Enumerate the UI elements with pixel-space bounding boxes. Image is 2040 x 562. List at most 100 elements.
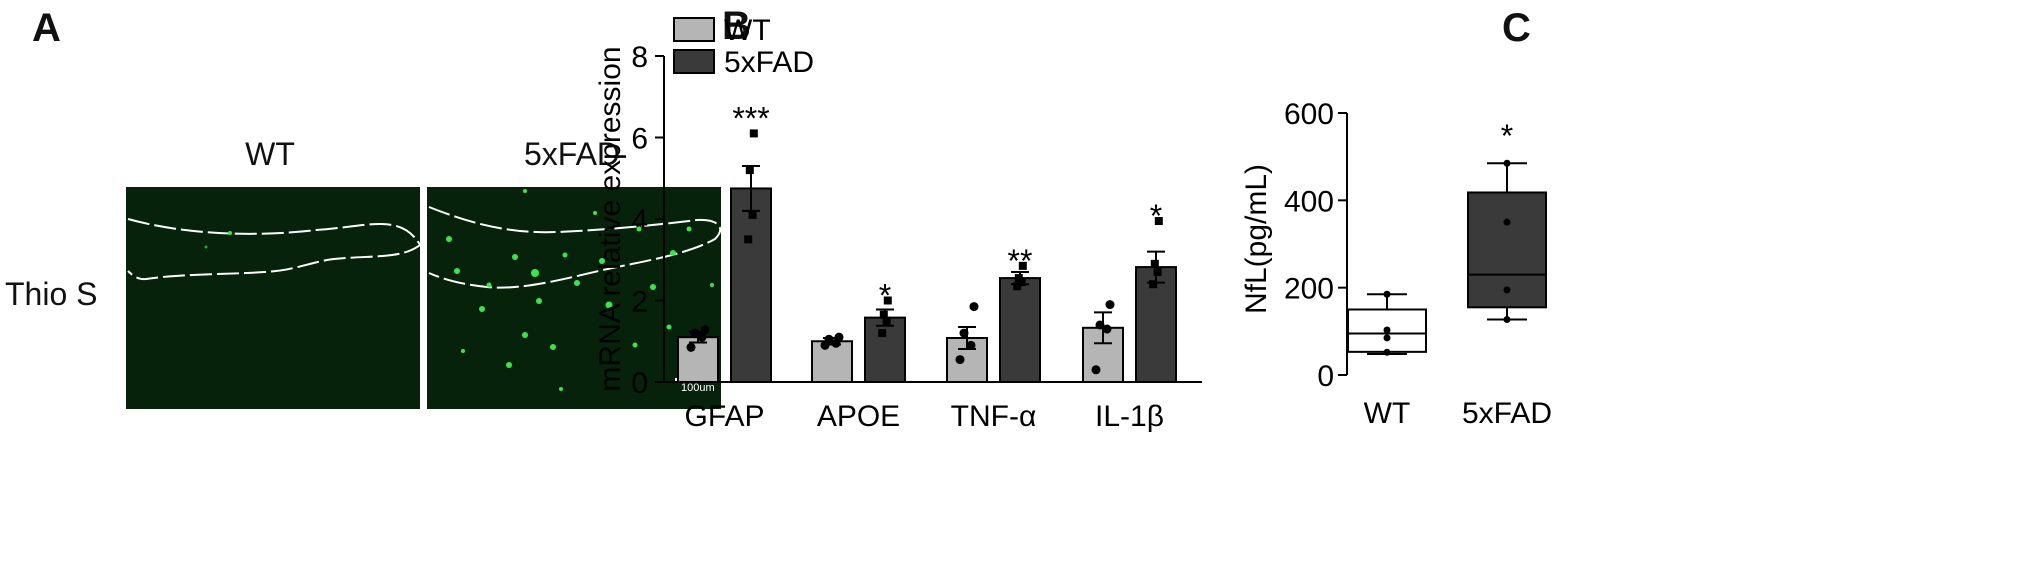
significance-marker: ***	[732, 100, 769, 136]
plaque-dot	[650, 284, 656, 290]
x-tick-label: 5xFAD	[1462, 397, 1552, 430]
data-point	[1017, 278, 1026, 287]
data-point	[686, 342, 696, 352]
5xfad-image-title: 5xFAD	[523, 136, 621, 172]
data-point	[697, 332, 707, 342]
hippocampus-outline	[127, 218, 420, 281]
data-point	[745, 166, 754, 175]
y-axis-title: mRNA relative expression	[594, 46, 627, 391]
y-tick-label: 6	[631, 123, 648, 156]
plaque-dot	[666, 324, 672, 330]
nfl-box-chart: 0 200 400 600 NfL(pg/mL) WT 5xFAD *	[1240, 98, 1552, 430]
plaque-dot	[512, 254, 518, 260]
data-point	[1503, 218, 1511, 226]
legend-label-5xfad: 5xFAD	[724, 46, 814, 79]
data-point	[824, 334, 834, 344]
data-point	[744, 235, 753, 244]
data-point	[959, 328, 969, 338]
x-tick-label: TNF-α	[951, 400, 1037, 433]
y-tick-label: 200	[1284, 273, 1334, 306]
data-point	[966, 340, 976, 350]
y-tick-label: 0	[1317, 360, 1334, 393]
data-point	[1018, 261, 1027, 270]
plaque-dot	[454, 268, 460, 274]
bar-5xfad	[999, 277, 1041, 383]
data-point	[955, 355, 965, 365]
plaque-dot	[550, 344, 556, 350]
scale-bar-label: 100um	[681, 382, 715, 394]
plaque-dot	[599, 258, 605, 264]
significance-marker: **	[1008, 243, 1033, 279]
bar-wt	[811, 340, 853, 383]
wt-micrograph	[126, 187, 420, 409]
data-point	[1503, 316, 1511, 324]
data-point	[834, 332, 844, 342]
plaque-dot	[446, 236, 452, 242]
bar-wt	[677, 336, 719, 383]
data-point	[700, 325, 710, 335]
thio-s-row-label: Thio S	[5, 276, 98, 312]
plaque-dot	[593, 211, 597, 215]
data-point	[878, 329, 887, 338]
data-point	[748, 210, 757, 219]
x-tick-label: GFAP	[684, 400, 764, 433]
legend-swatch-wt	[673, 17, 715, 42]
data-point	[1102, 324, 1112, 334]
data-point	[1154, 217, 1163, 226]
legend-label-wt: WT	[724, 14, 771, 47]
plaque-dot	[523, 189, 527, 193]
plaque-dot	[536, 298, 542, 304]
significance-marker: *	[1501, 118, 1513, 154]
data-point	[883, 296, 892, 305]
plaque-dot	[574, 280, 580, 286]
y-tick-label: 2	[631, 286, 648, 319]
panel-b-label: B	[722, 4, 751, 48]
data-point	[749, 129, 758, 138]
data-point	[879, 310, 888, 319]
data-point	[1383, 326, 1391, 334]
data-point	[1149, 280, 1158, 289]
y-axis-title: NfL(pg/mL)	[1240, 164, 1273, 314]
legend-swatch-5xfad	[673, 49, 715, 74]
x-tick-label: APOE	[817, 400, 900, 433]
plaque-dot	[636, 226, 642, 232]
plaque-dot	[686, 226, 692, 232]
y-tick-label: 400	[1284, 185, 1334, 218]
plaque-dot	[531, 269, 539, 277]
bar-5xfad	[864, 316, 906, 383]
panel-a-label: A	[32, 6, 61, 50]
plaque-dot	[461, 349, 465, 353]
plaque-dot	[522, 332, 528, 338]
hippocampus-outline	[428, 206, 721, 289]
y-tick-label: 0	[631, 367, 648, 400]
data-point	[1383, 348, 1391, 356]
data-point	[882, 316, 891, 325]
plaque-dot	[506, 362, 512, 368]
signal-dot	[228, 231, 232, 235]
bar-5xfad	[1135, 266, 1177, 383]
bar-5xfad	[730, 187, 772, 383]
data-point	[969, 302, 979, 312]
panel-c-label: C	[1502, 6, 1531, 50]
data-point	[1091, 365, 1101, 375]
x-tick-label: IL-1β	[1095, 400, 1164, 433]
wt-image-title: WT	[245, 136, 295, 172]
plaque-dot	[632, 342, 638, 348]
significance-marker: *	[879, 278, 891, 314]
y-tick-label: 600	[1284, 98, 1334, 131]
data-point	[1153, 267, 1162, 276]
data-point	[1014, 274, 1023, 283]
y-tick-label: 8	[631, 41, 648, 74]
5xfad-micrograph	[427, 187, 721, 409]
data-point	[1095, 320, 1105, 330]
data-point	[1105, 300, 1115, 310]
plaque-dot	[479, 306, 485, 312]
signal-dot	[204, 245, 208, 249]
significance-marker: *	[1150, 198, 1162, 234]
data-point	[1503, 286, 1511, 294]
plaque-dot	[605, 301, 613, 309]
data-point	[690, 328, 700, 338]
plaque-dot	[562, 252, 568, 258]
data-point	[1503, 159, 1511, 167]
